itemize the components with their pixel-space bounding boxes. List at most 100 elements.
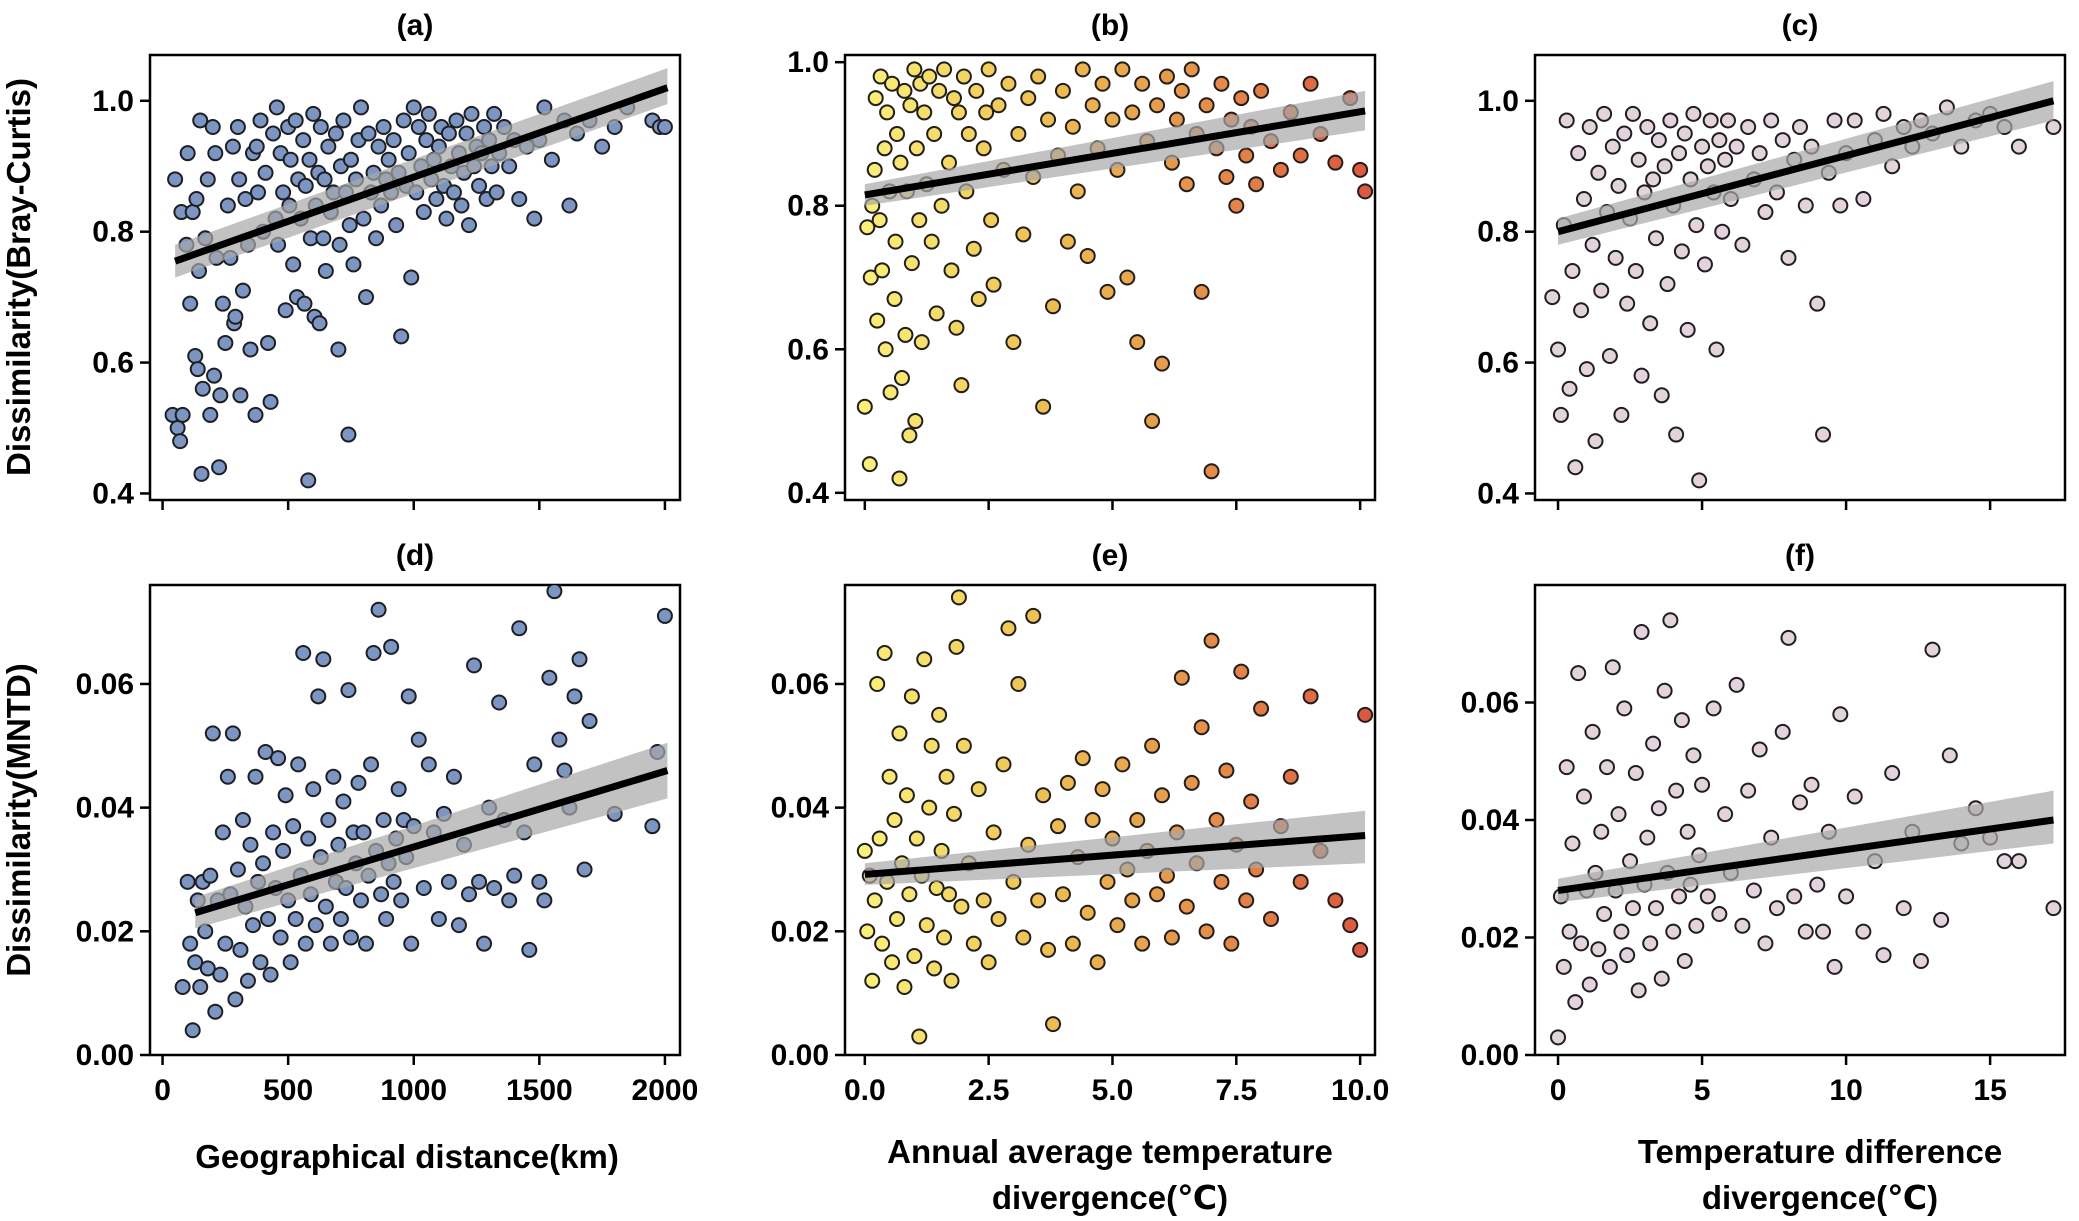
data-point	[1238, 147, 1255, 164]
data-point	[1575, 190, 1592, 207]
data-point	[1149, 886, 1166, 903]
data-point	[297, 177, 314, 194]
data-point	[1607, 249, 1624, 266]
data-point	[420, 756, 437, 773]
data-point	[1025, 607, 1042, 624]
plot-frame	[843, 583, 1377, 1057]
data-point	[931, 82, 948, 99]
x-tick-label: 7.5	[1215, 1074, 1257, 1107]
trend-line	[173, 84, 669, 265]
data-point	[265, 824, 282, 841]
plot-area	[1550, 612, 2062, 1046]
data-point	[1780, 629, 1797, 646]
data-point	[247, 768, 264, 785]
data-point	[167, 171, 184, 188]
data-point	[970, 291, 987, 308]
data-point	[1604, 659, 1621, 676]
data-point	[1763, 112, 1780, 129]
plot-area	[856, 589, 1374, 1045]
data-point	[317, 262, 334, 279]
data-point	[363, 756, 380, 773]
data-point	[234, 282, 251, 299]
data-point	[656, 607, 673, 624]
data-point	[1933, 911, 1950, 928]
data-point	[551, 731, 568, 748]
data-point	[571, 651, 588, 668]
data-point	[1109, 917, 1126, 934]
data-point	[1619, 947, 1636, 964]
data-point	[287, 112, 304, 129]
x-tick-label: 1500	[506, 1074, 573, 1107]
data-point	[921, 799, 938, 816]
y-tick-label: 0.6	[787, 333, 829, 366]
data-point	[1757, 935, 1774, 952]
data-point	[1035, 787, 1052, 804]
data-point	[1173, 82, 1190, 99]
data-point	[1564, 835, 1581, 852]
x-axis-title-temp-difference-line1: Temperature difference	[1638, 1133, 2002, 1170]
data-point	[360, 125, 377, 142]
data-point	[975, 140, 992, 157]
data-point	[285, 818, 302, 835]
data-point	[1005, 334, 1022, 351]
data-point	[358, 935, 375, 952]
data-point	[1676, 953, 1693, 969]
data-point	[1035, 398, 1052, 415]
panel-b: (b) 0.4 0.6 0.8 1.0	[787, 9, 1377, 510]
data-point	[255, 855, 272, 872]
data-point	[887, 233, 904, 250]
data-point	[1581, 118, 1598, 135]
data-point	[488, 184, 505, 201]
data-point	[174, 978, 191, 995]
data-point	[212, 387, 229, 404]
data-point	[531, 873, 548, 890]
data-point	[491, 694, 508, 711]
data-point	[990, 910, 1007, 927]
data-point	[1590, 941, 1607, 958]
data-point	[921, 68, 938, 85]
data-point	[1601, 348, 1618, 365]
data-point	[1593, 282, 1610, 299]
data-point	[990, 97, 1007, 114]
data-point	[1668, 782, 1685, 799]
data-point	[486, 105, 503, 122]
y-tick-label: 0.4	[92, 477, 134, 510]
data-point	[277, 787, 294, 804]
data-point	[1745, 882, 1762, 899]
data-point	[897, 326, 914, 343]
data-point	[901, 886, 918, 903]
data-point	[300, 830, 317, 847]
data-point	[931, 706, 948, 723]
data-point	[1198, 97, 1215, 114]
data-point	[1099, 873, 1116, 890]
data-point	[1064, 935, 1081, 952]
panel-title-b: (b)	[1091, 9, 1129, 42]
data-point	[229, 118, 246, 135]
data-point	[217, 334, 234, 351]
data-point	[248, 138, 265, 155]
data-point	[237, 190, 254, 207]
data-point	[486, 880, 503, 897]
data-point	[340, 426, 357, 443]
data-point	[1912, 953, 1929, 969]
data-point	[192, 112, 209, 129]
data-point	[1797, 197, 1814, 214]
y-tick-label: 0.06	[76, 668, 134, 701]
data-point	[1079, 247, 1096, 264]
y-tick-label: 0.04	[76, 792, 135, 825]
data-point	[1550, 341, 1567, 358]
data-point	[889, 910, 906, 927]
data-point	[1327, 892, 1344, 909]
data-point	[1114, 756, 1131, 773]
y-tick-label: 0.8	[787, 190, 829, 223]
data-point	[214, 824, 231, 841]
data-point	[1734, 917, 1751, 934]
data-point	[980, 61, 997, 78]
data-point	[950, 104, 967, 121]
data-point	[438, 210, 455, 227]
data-point	[358, 289, 375, 306]
data-point	[234, 812, 251, 828]
x-axis-title-temp-difference-line2: divergence(℃)	[1702, 1179, 1938, 1216]
panel-title-a: (a)	[397, 9, 434, 42]
y-tick-label: 0.8	[92, 216, 134, 249]
